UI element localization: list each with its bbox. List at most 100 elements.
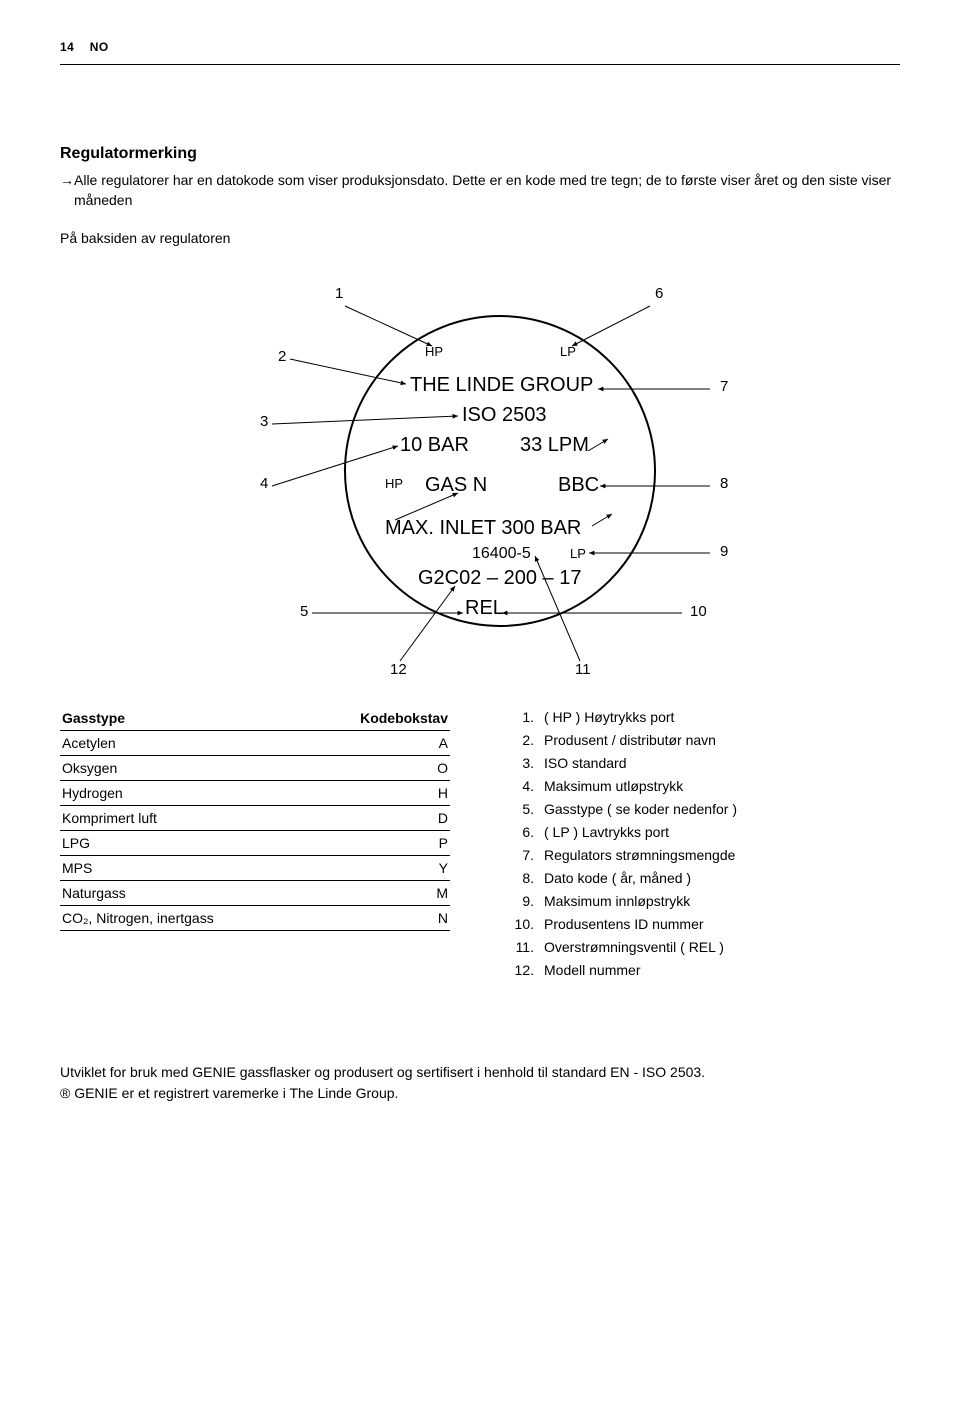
- legend-number: 5.: [510, 799, 534, 820]
- intro-line: → Alle regulatorer har en datokode som v…: [60, 171, 900, 210]
- svg-text:16400-5: 16400-5: [472, 545, 531, 562]
- legend-item: 8. Dato kode ( år, måned ): [510, 867, 900, 890]
- table-row: Komprimert luftD: [60, 806, 450, 831]
- legend-text: ISO standard: [544, 753, 900, 774]
- gas-col1-header: Gasstype: [60, 706, 305, 731]
- footer-line2: ® GENIE er et registrert varemerke i The…: [60, 1083, 900, 1104]
- gas-name: MPS: [60, 856, 305, 881]
- gas-code: H: [305, 781, 450, 806]
- svg-text:BBC: BBC: [558, 474, 599, 496]
- legend-number: 4.: [510, 776, 534, 797]
- legend-item: 5. Gasstype ( se koder nedenfor ): [510, 798, 900, 821]
- table-row: AcetylenA: [60, 731, 450, 756]
- regulator-diagram: HP LP THE LINDE GROUP ISO 2503 10 BAR 33 LPM H…: [210, 256, 750, 686]
- legend-item: 10. Produsentens ID nummer: [510, 913, 900, 936]
- legend-number: 9.: [510, 891, 534, 912]
- gas-code: P: [305, 831, 450, 856]
- legend-item: 11.Overstrømningsventil ( REL ): [510, 936, 900, 959]
- gas-name: Acetylen: [60, 731, 305, 756]
- svg-text:10 BAR: 10 BAR: [400, 434, 469, 456]
- legend-item: 9.Maksimum innløpstrykk: [510, 890, 900, 913]
- legend-text: Produsent / distributør navn: [544, 730, 900, 751]
- legend-text: Gasstype ( se koder nedenfor ): [544, 799, 900, 820]
- svg-text:LP: LP: [570, 546, 586, 561]
- legend-text: Dato kode ( år, måned ): [544, 868, 900, 889]
- legend-text: Maksimum utløpstrykk: [544, 776, 900, 797]
- svg-text:MAX. INLET 300 BAR: MAX. INLET 300 BAR: [385, 517, 581, 539]
- legend-text: Regulators strømningsmengde: [544, 845, 900, 866]
- intro-text: Alle regulatorer har en datokode som vis…: [74, 171, 900, 210]
- legend-text: ( HP ) Høytrykks port: [544, 707, 900, 728]
- table-row: MPSY: [60, 856, 450, 881]
- legend-list: 1. ( HP ) Høytrykks port 2. Produsent / dis…: [510, 706, 900, 982]
- header-rule: [60, 64, 900, 65]
- svg-text:G2C02 – 200 – 17: G2C02 – 200 – 17: [418, 567, 581, 589]
- legend-text: Produsentens ID nummer: [544, 914, 900, 935]
- diagram-caption: På baksiden av regulatoren: [60, 230, 900, 246]
- legend-number: 7.: [510, 845, 534, 866]
- svg-text:GAS N: GAS N: [425, 474, 487, 496]
- gas-col2-header: Kodebokstav: [305, 706, 450, 731]
- svg-text:6: 6: [655, 285, 663, 302]
- legend-number: 6.: [510, 822, 534, 843]
- legend-number: 1.: [510, 707, 534, 728]
- svg-text:33 LPM: 33 LPM: [520, 434, 589, 456]
- legend-number: 8.: [510, 868, 534, 889]
- table-row: HydrogenH: [60, 781, 450, 806]
- svg-text:HP: HP: [425, 344, 443, 359]
- legend-text: ( LP ) Lavtrykks port: [544, 822, 900, 843]
- gas-name: Naturgass: [60, 881, 305, 906]
- svg-text:9: 9: [720, 543, 728, 560]
- page-number: 14: [60, 40, 74, 54]
- gas-code: O: [305, 756, 450, 781]
- svg-text:REL: REL: [465, 597, 504, 619]
- legend-text: Modell nummer: [544, 960, 900, 981]
- legend-item: 12. Modell nummer: [510, 959, 900, 982]
- legend-item: 6. ( LP ) Lavtrykks port: [510, 821, 900, 844]
- gas-code: A: [305, 731, 450, 756]
- gas-name: Oksygen: [60, 756, 305, 781]
- gas-table-wrap: Gasstype Kodebokstav AcetylenAOksygenOHy…: [60, 706, 450, 982]
- table-row: OksygenO: [60, 756, 450, 781]
- diagram-svg: HP LP THE LINDE GROUP ISO 2503 10 BAR 33 LPM H…: [210, 256, 750, 686]
- legend-number: 12.: [510, 960, 534, 981]
- legend-number: 2.: [510, 730, 534, 751]
- svg-text:1: 1: [335, 285, 343, 302]
- legend-item: 4. Maksimum utløpstrykk: [510, 775, 900, 798]
- two-column-block: Gasstype Kodebokstav AcetylenAOksygenOHy…: [60, 706, 900, 982]
- footer-line1: Utviklet for bruk med GENIE gassflasker …: [60, 1062, 900, 1083]
- gas-code: M: [305, 881, 450, 906]
- legend-item: 7. Regulators strømningsmengde: [510, 844, 900, 867]
- svg-text:10: 10: [690, 603, 707, 620]
- svg-text:11: 11: [575, 661, 591, 678]
- arrow-bullet-icon: →: [60, 171, 74, 210]
- svg-text:12: 12: [390, 661, 407, 678]
- legend-wrap: 1. ( HP ) Høytrykks port 2. Produsent / dis…: [510, 706, 900, 982]
- section-title: Regulatormerking: [60, 145, 900, 163]
- legend-number: 3.: [510, 753, 534, 774]
- gas-code: D: [305, 806, 450, 831]
- gas-code: Y: [305, 856, 450, 881]
- table-row: NaturgassM: [60, 881, 450, 906]
- page-lang: NO: [90, 40, 109, 54]
- svg-text:7: 7: [720, 378, 728, 395]
- svg-text:5: 5: [300, 603, 308, 620]
- table-row: LPGP: [60, 831, 450, 856]
- svg-text:2: 2: [278, 348, 286, 365]
- svg-text:3: 3: [260, 413, 268, 430]
- svg-text:LP: LP: [560, 344, 576, 359]
- legend-item: 3. ISO standard: [510, 752, 900, 775]
- gas-table: Gasstype Kodebokstav AcetylenAOksygenOHy…: [60, 706, 450, 931]
- svg-text:THE LINDE GROUP: THE LINDE GROUP: [410, 374, 593, 396]
- table-row: CO₂, Nitrogen, inertgassN: [60, 906, 450, 931]
- legend-item: 2. Produsent / distributør navn: [510, 729, 900, 752]
- legend-number: 10.: [510, 914, 534, 935]
- svg-text:ISO 2503: ISO 2503: [462, 404, 547, 426]
- page-header: 14 NO: [60, 40, 900, 54]
- svg-text:4: 4: [260, 475, 268, 492]
- footer-block: Utviklet for bruk med GENIE gassflasker …: [60, 1062, 900, 1104]
- legend-item: 1. ( HP ) Høytrykks port: [510, 706, 900, 729]
- gas-name: Hydrogen: [60, 781, 305, 806]
- svg-text:HP: HP: [385, 476, 403, 491]
- legend-number: 11.: [510, 937, 534, 958]
